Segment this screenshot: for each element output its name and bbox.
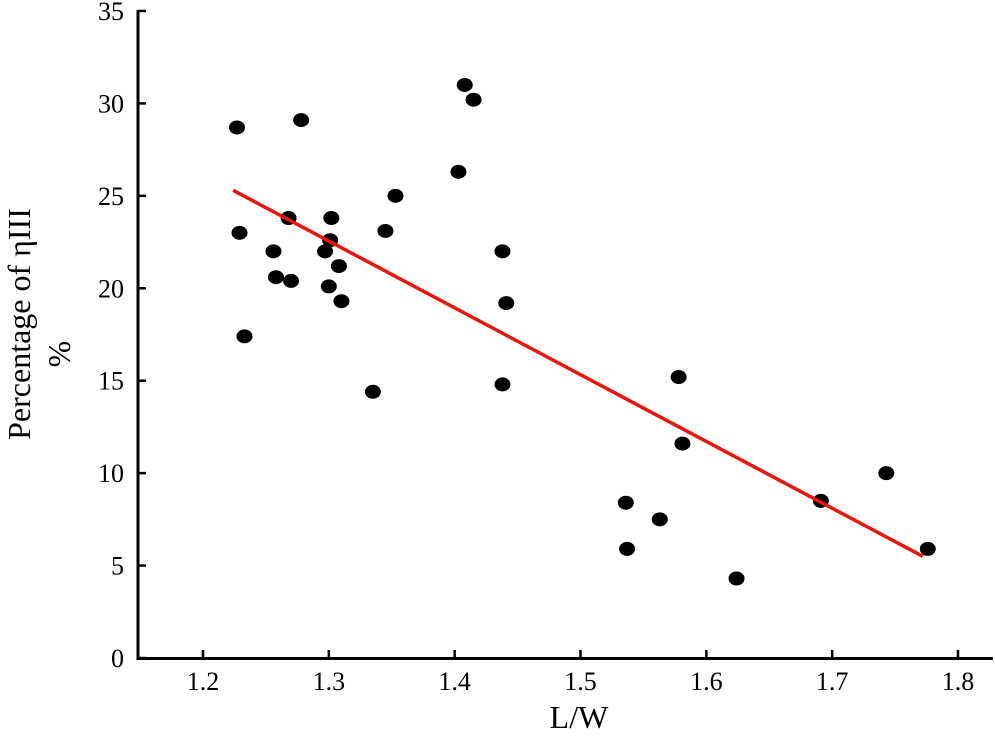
- y-axis-title: Percentage of ηIII: [1, 208, 37, 440]
- data-point: [387, 188, 404, 203]
- data-point: [320, 279, 337, 294]
- data-point: [498, 296, 515, 311]
- data-point: [450, 164, 467, 179]
- data-point: [674, 436, 691, 451]
- points-layer: [228, 77, 936, 586]
- data-point: [330, 259, 347, 274]
- data-point: [293, 113, 310, 128]
- x-tick-label: 1.4: [438, 667, 471, 696]
- y-axis-unit: %: [41, 341, 77, 368]
- data-point: [228, 120, 245, 135]
- trend-line: [232, 188, 924, 558]
- y-tick-label: 30: [98, 89, 124, 118]
- x-tick-label: 1.2: [187, 667, 220, 696]
- x-tick-label: 1.6: [690, 667, 723, 696]
- data-point: [377, 223, 394, 238]
- y-tick-label: 20: [98, 274, 124, 303]
- x-tick-label: 1.5: [564, 667, 597, 696]
- y-tick-label: 15: [98, 367, 124, 396]
- ticks-layer: 0 5 10 15 20 25 30 35 1.2 1.3 1.4 1.5 1.6 1.7 1.8: [98, 0, 974, 696]
- data-point: [619, 541, 636, 556]
- data-point: [283, 273, 300, 288]
- y-tick-label: 0: [111, 644, 124, 673]
- data-point: [728, 571, 745, 586]
- y-tick-label: 35: [98, 0, 124, 26]
- x-tick-label: 1.8: [942, 667, 975, 696]
- data-point: [364, 384, 381, 399]
- x-axis-title: L/W: [550, 699, 609, 735]
- x-tick-label: 1.7: [816, 667, 849, 696]
- data-point: [465, 92, 482, 107]
- data-point: [265, 244, 282, 259]
- data-point: [919, 541, 936, 556]
- data-point: [267, 270, 284, 285]
- data-point: [494, 244, 511, 259]
- y-tick-label: 10: [98, 459, 124, 488]
- data-point: [651, 512, 668, 527]
- data-point: [323, 211, 340, 226]
- y-tick-label: 25: [98, 182, 124, 211]
- data-point: [317, 244, 334, 259]
- data-point: [231, 225, 248, 240]
- data-point: [333, 294, 350, 309]
- data-point: [670, 370, 687, 385]
- data-point: [494, 377, 511, 392]
- y-tick-label: 5: [111, 552, 124, 581]
- data-point: [878, 466, 895, 481]
- data-point: [617, 495, 634, 510]
- data-point: [456, 77, 473, 92]
- x-tick-label: 1.3: [313, 667, 346, 696]
- data-point: [236, 329, 253, 344]
